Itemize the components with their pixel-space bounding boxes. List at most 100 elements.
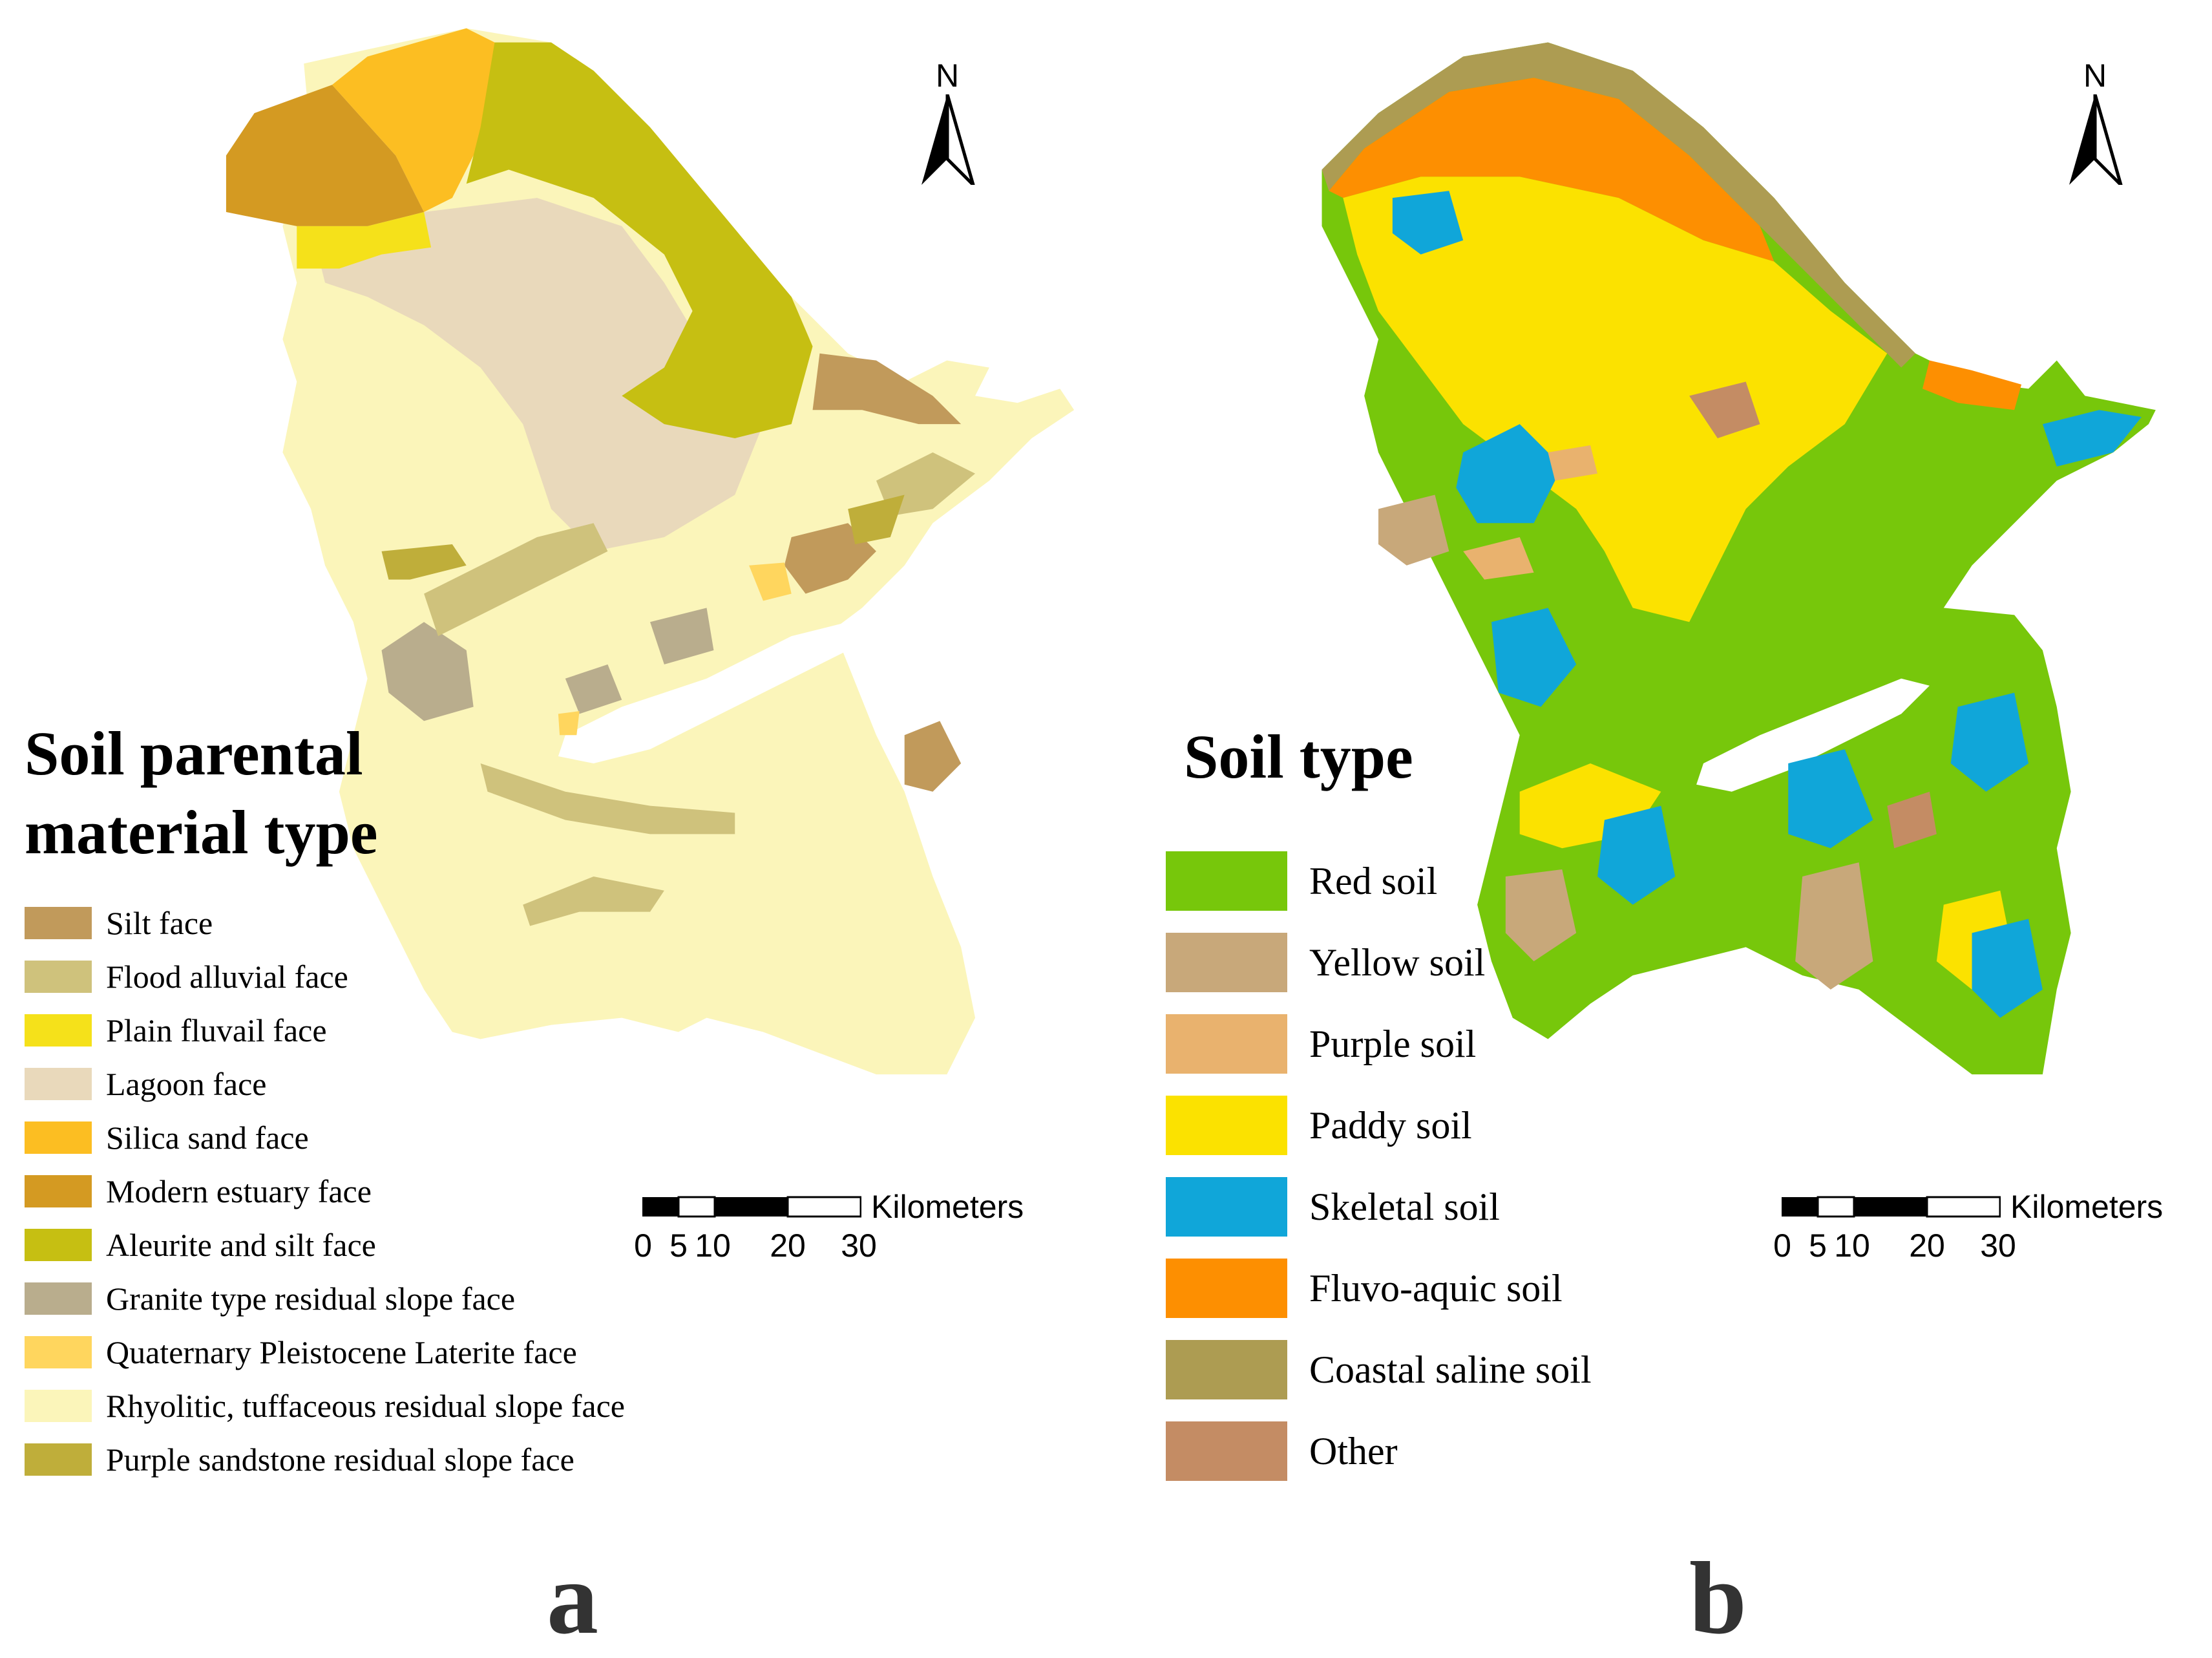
legend-item: Purple soil xyxy=(1166,1003,1592,1085)
panel-b-soil-type-map: N Kilometers 0 5 10 20 30 Soil type Red … xyxy=(1106,0,2212,1655)
map-region-quaternary-laterite xyxy=(558,711,580,736)
legend-swatch xyxy=(25,1067,92,1100)
legend-swatch xyxy=(25,1389,92,1422)
map-region-granite xyxy=(565,664,622,714)
map-region-silt xyxy=(812,353,962,425)
map-region-skeletal-soil xyxy=(1972,919,2043,1018)
map-region-skeletal-soil xyxy=(2042,410,2142,467)
panel-a-soil-parental-material-map: N Kilometers 0 5 10 20 30 Soil parental … xyxy=(0,0,1106,1655)
legend-label: Paddy soil xyxy=(1309,1103,1472,1147)
map-region-granite xyxy=(650,608,714,664)
map-region-silt xyxy=(904,721,962,792)
legend-list: Red soil Yellow soil Purple soil Paddy soil… xyxy=(1166,840,1592,1492)
legend-label: Silica sand face xyxy=(106,1119,309,1156)
map-region-yellow-soil xyxy=(1378,494,1449,566)
map-region-skeletal-soil xyxy=(1950,692,2029,792)
legend-item: Granite type residual slope face xyxy=(25,1271,625,1325)
panel-letter: a xyxy=(547,1540,598,1655)
map-region-purple-sandstone xyxy=(381,544,467,580)
legend-swatch xyxy=(1166,933,1287,992)
legend-label: Yellow soil xyxy=(1309,941,1486,984)
map-region-skeletal-soil xyxy=(1392,191,1464,255)
scale-tick-label: 0 xyxy=(634,1228,652,1264)
scale-unit-label: Kilometers xyxy=(2010,1189,2164,1225)
legend-title-line-2: material type xyxy=(25,798,378,867)
north-arrow-label: N xyxy=(2083,58,2107,94)
legend-item: Red soil xyxy=(1166,840,1592,922)
legend-item: Skeletal soil xyxy=(1166,1166,1592,1248)
scale-tick-label: 30 xyxy=(1980,1228,2016,1264)
legend-swatch xyxy=(1166,1014,1287,1074)
legend-title: Soil type xyxy=(1184,722,1413,791)
scale-tick-label: 5 xyxy=(669,1228,688,1264)
panel-letter: b xyxy=(1689,1540,1747,1655)
legend-item: Aleurite and silt face xyxy=(25,1218,625,1271)
north-arrow-label: N xyxy=(935,58,960,94)
scale-tick-label: 0 xyxy=(1773,1228,1791,1264)
legend-swatch xyxy=(25,1228,92,1261)
map-region-skeletal-soil xyxy=(1597,805,1676,905)
map-region-purple-soil xyxy=(1548,445,1597,481)
legend-item: Silica sand face xyxy=(25,1111,625,1164)
map-region-yellow-soil xyxy=(1505,869,1577,962)
map-region-purple-sandstone xyxy=(848,494,905,544)
legend-swatch xyxy=(25,960,92,993)
north-arrow: N xyxy=(915,57,980,191)
map-water xyxy=(558,622,863,763)
legend-label: Red soil xyxy=(1309,859,1438,902)
map-region-skeletal-soil xyxy=(1788,749,1873,849)
north-arrow: N xyxy=(2063,57,2127,191)
legend-label: Fluvo-aquic soil xyxy=(1309,1266,1563,1310)
legend-label: Granite type residual slope face xyxy=(106,1280,516,1317)
map-region-quaternary-laterite xyxy=(749,562,792,601)
legend-label: Plain fluvail face xyxy=(106,1012,327,1048)
map-region-fluvo-aquic-soil xyxy=(1922,360,2022,410)
map-region-silt xyxy=(784,523,876,594)
map-region-skeletal-soil xyxy=(1456,424,1563,524)
map-region-other xyxy=(1887,791,1937,849)
legend-item: Paddy soil xyxy=(1166,1085,1592,1166)
legend-swatch xyxy=(1166,1096,1287,1155)
legend-label: Purple soil xyxy=(1309,1022,1477,1065)
legend-label: Rhyolitic, tuffaceous residual slope fac… xyxy=(106,1387,625,1424)
legend-label: Lagoon face xyxy=(106,1065,267,1102)
north-arrow-icon xyxy=(922,94,977,191)
legend-label: Other xyxy=(1309,1429,1398,1472)
map-region-other xyxy=(1689,381,1760,438)
soil-parental-material-map xyxy=(226,28,1075,1075)
legend-label: Purple sandstone residual slope face xyxy=(106,1441,574,1478)
map-region-skeletal-soil xyxy=(1491,608,1577,707)
scale-bar-graphic xyxy=(1782,1196,2001,1218)
legend-label: Silt face xyxy=(106,904,213,941)
legend-item: Purple sandstone residual slope face xyxy=(25,1432,625,1486)
legend-swatch xyxy=(25,1121,92,1154)
map-region-fluvo-aquic-soil xyxy=(1329,78,1775,262)
map-region-flood-alluvial xyxy=(480,763,735,834)
legend-item: Yellow soil xyxy=(1166,922,1592,1003)
legend-item: Modern estuary face xyxy=(25,1164,625,1218)
soil-type-map xyxy=(1322,42,2156,1075)
scale-bar-graphic xyxy=(642,1196,861,1218)
legend-swatch xyxy=(25,906,92,939)
legend-item: Silt face xyxy=(25,896,625,950)
legend-item: Plain fluvail face xyxy=(25,1003,625,1057)
legend-item: Other xyxy=(1166,1410,1592,1492)
legend-label: Aleurite and silt face xyxy=(106,1226,376,1263)
scale-tick-label: 20 xyxy=(770,1228,806,1264)
legend-item: Lagoon face xyxy=(25,1057,625,1111)
legend-swatch xyxy=(25,1282,92,1315)
scale-unit-label: Kilometers xyxy=(871,1189,1024,1225)
map-region-aleurite-silt xyxy=(466,42,813,438)
legend-swatch xyxy=(25,1174,92,1207)
scale-tick-label: 5 xyxy=(1809,1228,1827,1264)
legend-label: Modern estuary face xyxy=(106,1173,372,1209)
legend-swatch xyxy=(1166,1259,1287,1318)
map-region-flood-alluvial xyxy=(424,523,608,637)
map-region-yellow-soil xyxy=(1795,862,1873,990)
legend-item: Coastal saline soil xyxy=(1166,1329,1592,1410)
scale-bar: Kilometers 0 5 10 20 30 xyxy=(634,1189,1094,1273)
map-region-silica-sand xyxy=(332,28,509,213)
legend-label: Coastal saline soil xyxy=(1309,1348,1592,1391)
legend-list: Silt face Flood alluvial face Plain fluvai… xyxy=(25,896,625,1486)
legend-swatch xyxy=(25,1014,92,1047)
